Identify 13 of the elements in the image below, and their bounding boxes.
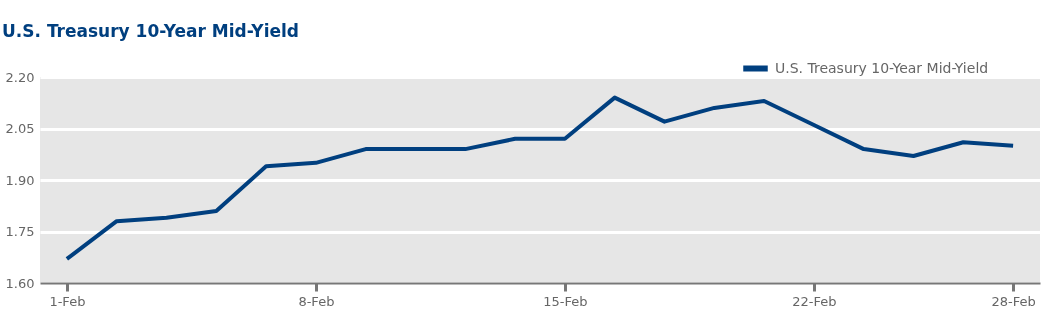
x-tick-label: 1-Feb <box>49 293 86 309</box>
y-tick-label: 1.90 <box>5 172 35 188</box>
y-tick-label: 1.75 <box>5 224 35 239</box>
legend-label: U.S. Treasury 10-Year Mid-Yield <box>775 59 989 76</box>
y-tick-label: 2.05 <box>5 121 35 136</box>
y-tick-label: 1.60 <box>5 275 35 291</box>
x-tick-label: 28-Feb <box>991 293 1036 309</box>
y-tick-label: 2.20 <box>5 69 35 85</box>
x-tick-label: 8-Feb <box>298 293 335 309</box>
line-series <box>64 95 1016 261</box>
x-tick-label: 22-Feb <box>792 293 837 309</box>
x-tick-label: 15-Feb <box>543 293 588 309</box>
chart-title: U.S. Treasury 10-Year Mid-Yield <box>2 21 300 41</box>
